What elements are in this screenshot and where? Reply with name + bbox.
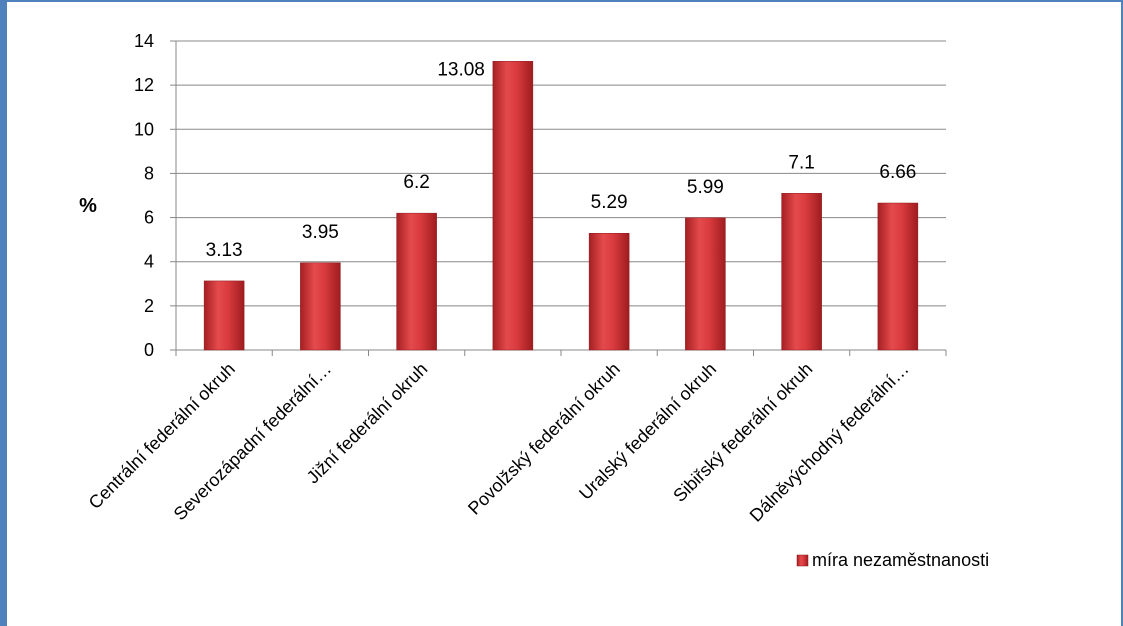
data-label: 6.66	[879, 162, 916, 183]
x-tick-label: Dálněvýchodný federální…	[746, 359, 913, 526]
legend-label: míra nezaměstnanosti	[812, 550, 989, 570]
y-tick-label: 2	[144, 296, 154, 316]
bar	[492, 61, 534, 351]
data-label: 6.2	[403, 172, 429, 193]
gridlines	[176, 40, 946, 307]
data-label: 5.29	[591, 192, 628, 213]
y-tick-label: 6	[144, 208, 154, 228]
data-label: 7.1	[788, 152, 814, 173]
x-tick-label: Severozápadní federální…	[170, 359, 336, 525]
y-tick-label: 0	[144, 340, 154, 360]
y-tick-label: 4	[144, 252, 154, 272]
bar	[203, 280, 245, 351]
bar	[685, 217, 726, 351]
bar	[300, 262, 341, 351]
axes	[170, 40, 947, 356]
data-labels: 3.13 3.95 6.2 13.08 5.29 5.99 7.1 6.66	[206, 59, 917, 261]
x-tick-label: Povolžský federální okruh	[464, 359, 624, 519]
data-label: 3.95	[302, 222, 339, 243]
y-tick-labels: 0 2 4 6 8 10 12 14	[134, 31, 154, 360]
bar	[396, 212, 437, 351]
y-tick-label: 14	[134, 31, 154, 51]
y-axis-label: %	[79, 195, 97, 217]
bar	[781, 193, 822, 351]
bar	[877, 202, 919, 351]
data-label: 13.08	[437, 59, 485, 80]
data-label: 3.13	[206, 240, 243, 261]
y-tick-label: 10	[134, 119, 154, 139]
legend-swatch	[796, 554, 809, 567]
y-tick-label: 8	[144, 163, 154, 183]
data-label: 5.99	[687, 177, 724, 198]
bar	[588, 232, 630, 351]
legend: míra nezaměstnanosti	[796, 550, 989, 570]
bars	[203, 61, 919, 351]
y-tick-label: 12	[134, 75, 154, 95]
